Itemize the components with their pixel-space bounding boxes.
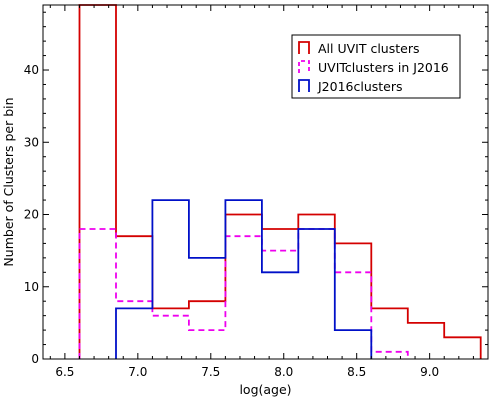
x-tick-label: 7.0 bbox=[128, 365, 147, 379]
legend-box bbox=[291, 34, 461, 99]
series-2-outline bbox=[78, 228, 409, 359]
legend-label-3: J2016clusters bbox=[317, 79, 403, 94]
plot-frame bbox=[42, 4, 489, 360]
series-1-outline bbox=[78, 4, 482, 359]
x-tick-label: 9.0 bbox=[420, 365, 439, 379]
x-tick-label: 6.5 bbox=[55, 365, 74, 379]
y-tick-label: 20 bbox=[24, 208, 39, 222]
legend-label-1: All UVIT clusters bbox=[318, 41, 420, 56]
series-3-outline bbox=[115, 199, 373, 359]
y-tick-label: 0 bbox=[31, 352, 39, 366]
legend: All UVIT clusters UVITclusters in J2016 J2… bbox=[291, 34, 461, 99]
legend-swatch-3 bbox=[298, 79, 310, 92]
legend-swatch-1 bbox=[298, 41, 310, 54]
x-tick-label: 7.5 bbox=[201, 365, 220, 379]
y-tick-label: 10 bbox=[24, 280, 39, 294]
series-layer bbox=[78, 4, 482, 359]
x-tick-label: 8.0 bbox=[274, 365, 293, 379]
ticks-layer: 6.5 7.0 7.5 8.0 8.5 9.0 0 10 20 30 40 bbox=[24, 5, 489, 379]
legend-swatch-2 bbox=[298, 60, 310, 73]
y-axis-label: Number of Clusters per bin bbox=[1, 97, 16, 266]
legend-label-2: UVITclusters in J2016 bbox=[318, 60, 449, 75]
x-axis-label: log(age) bbox=[239, 382, 291, 397]
x-tick-label: 8.5 bbox=[347, 365, 366, 379]
y-tick-label: 30 bbox=[24, 135, 39, 149]
y-tick-label: 40 bbox=[24, 63, 39, 77]
